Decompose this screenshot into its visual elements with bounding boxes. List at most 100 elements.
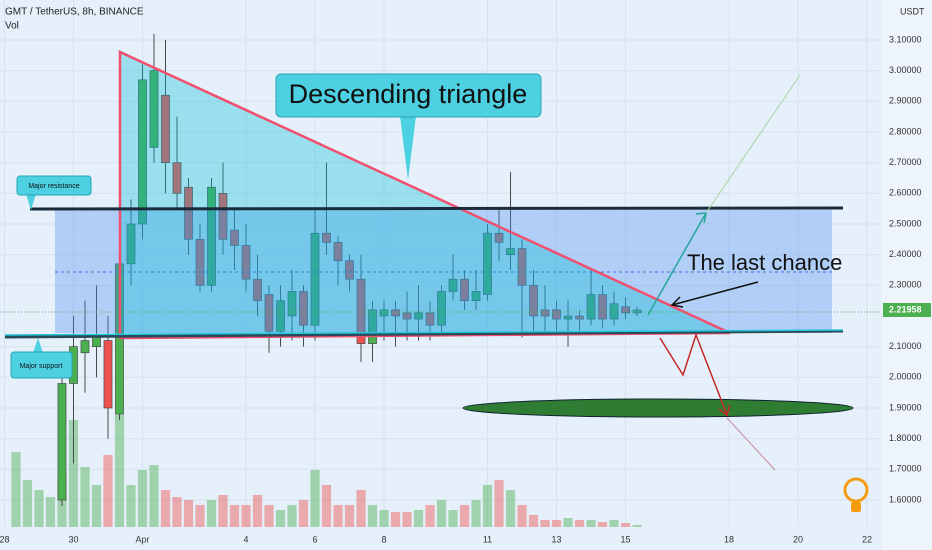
volume-bar [149,465,159,527]
volume-layer [11,415,642,527]
candle-body [437,291,446,326]
volume-bar [333,505,343,527]
candle-body [563,315,573,320]
volume-bar [436,500,447,527]
volume-bar [413,510,424,527]
volume-bar [632,525,642,527]
volume-bar [218,495,228,527]
drawings: Descending triangle The last chance Majo… [0,50,882,512]
candle-body [471,291,481,301]
volume-bar [574,520,585,527]
pointer-arrow [671,281,759,306]
volume-bar [34,490,44,527]
bulb-base [851,502,861,512]
resistance-label: Major resistance [28,183,79,190]
volume-bar [551,520,562,527]
triangle [118,50,731,340]
price-tag [883,302,931,317]
support-label-box [10,351,73,379]
candle-body [103,340,113,409]
candle-body [368,309,377,344]
candle-body [310,232,320,326]
volume-bar [114,415,125,527]
candle-body [494,232,504,243]
candle-body [345,260,354,280]
volume-bar [620,523,631,527]
volume-bar [505,490,516,527]
volume-bar [160,490,171,527]
support-label: Major support [20,363,63,370]
callout-text: Descending triangle [289,79,528,109]
chart-title: GMT / TetherUS, 8h, BINANCE [5,7,144,18]
volume-bar [609,520,619,527]
volume-bar [459,505,470,527]
volume-bar [91,485,102,527]
volume-bar [183,500,194,527]
x-tick-label: 13 [552,534,562,544]
down-path [659,332,728,416]
candle-body [230,229,239,246]
volume-bar [494,480,504,527]
y-tick-label: 2.30000 [889,280,922,290]
candle-body [253,278,262,301]
x-tick-label: 18 [724,534,734,544]
x-tick-label: 11 [483,534,492,544]
volume-bar [390,512,401,527]
volume-bar [528,515,539,527]
volume-bar [287,505,297,527]
candle-body [425,312,435,326]
support-line-glow [4,329,844,336]
volume-bar [471,500,481,527]
support-line [4,329,844,339]
volume-bar [68,420,79,527]
volume-bar [126,485,136,527]
x-tick-label: 4 [243,534,248,544]
y-tick-label: 3.10000 [889,34,922,44]
callout-pointer [400,116,416,180]
idea-icon [843,477,869,512]
axes: 1.60000 1.70000 1.80000 1.90000 2.00000 2.100… [0,34,931,544]
down-arrow-ext [726,417,776,471]
y-tick-label: 2.40000 [889,249,922,259]
volume-bar [252,495,263,527]
note-text: The last chance [687,250,842,275]
volume-bar [402,512,412,527]
volume-bar [425,505,435,527]
candle-body [195,239,205,286]
volume-bar [11,452,21,527]
y-tick-label: 2.50000 [889,218,922,228]
candle-body [529,285,538,317]
volume-label: Vol [5,21,19,32]
candle-body [241,245,251,280]
candle-body [621,306,630,314]
x-tick-label: 15 [621,534,631,544]
price-tag-label: 2.21958 [889,304,922,314]
callout-box [275,73,542,118]
up-arrow-ext [705,74,801,214]
volume-bar [241,505,251,527]
candle-body [598,294,607,320]
candle-body [322,232,331,243]
candle-body [575,315,584,320]
x-tick-label: 30 [68,534,78,544]
candle-body [161,94,170,163]
candle-body [80,340,90,354]
candle-body [632,309,642,314]
volume-bar [563,518,573,527]
candle-body [540,309,550,317]
candle-body [448,278,458,292]
candle-body [483,232,492,295]
price-axis-area [882,0,932,550]
volume-bar [195,505,205,527]
candle-body [276,300,285,332]
volume-bar [206,500,217,527]
volume-bar [103,455,113,527]
currency-label: USDT [900,6,925,16]
volume-bar [540,520,550,527]
candle-body [379,309,389,317]
candle-body [299,291,308,326]
volume-bar [298,500,309,527]
candle-body [172,162,182,194]
y-tick-label: 1.90000 [889,402,922,412]
volume-bar [137,470,148,527]
